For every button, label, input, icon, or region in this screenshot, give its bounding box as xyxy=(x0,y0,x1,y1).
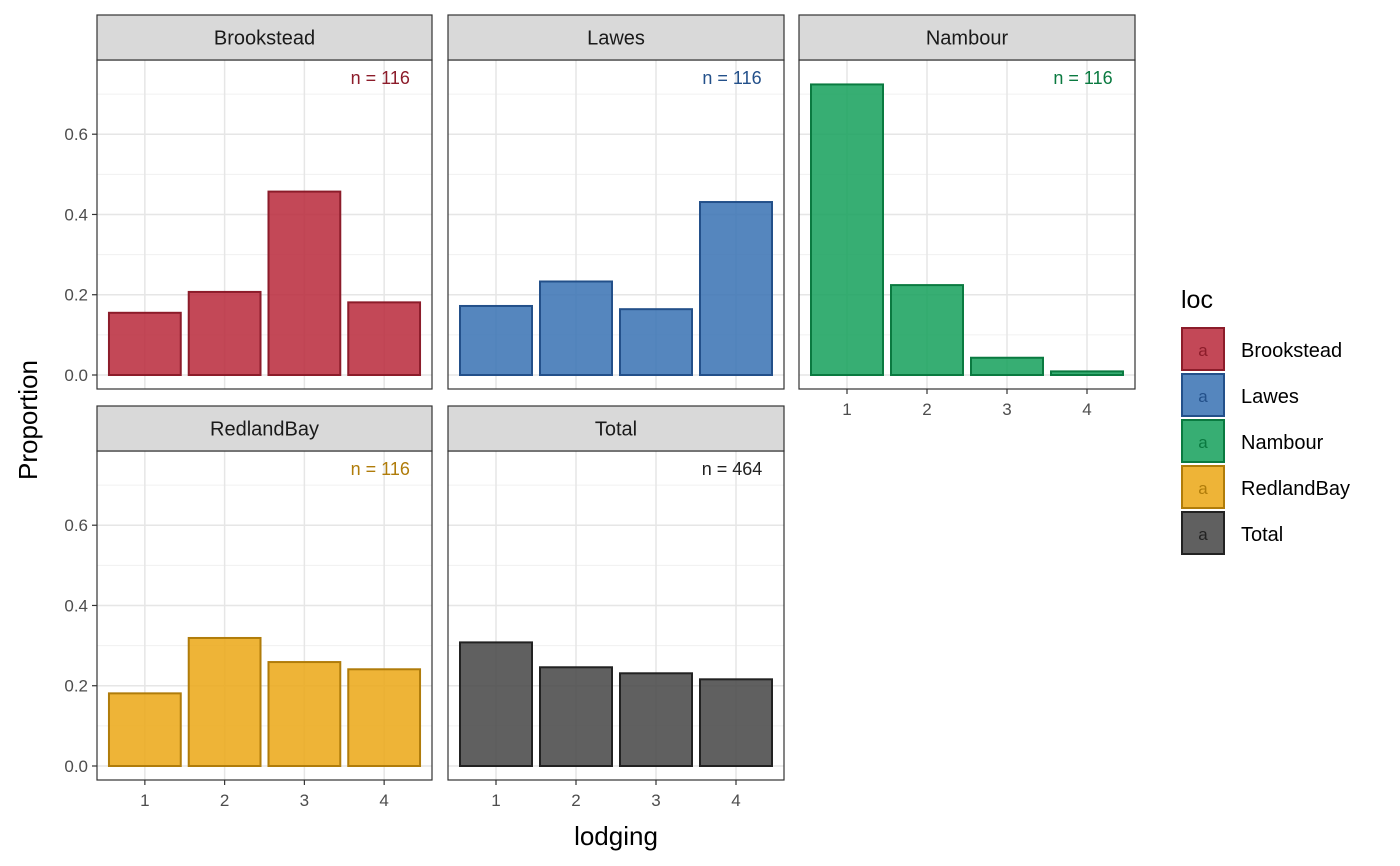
bar-lawes-2 xyxy=(539,280,613,376)
y-tick-label: 0.6 xyxy=(64,125,88,144)
bar-lawes-4 xyxy=(699,201,773,376)
n-label: n = 116 xyxy=(351,68,410,88)
y-tick-label: 0.0 xyxy=(64,366,88,385)
x-tick-label: 3 xyxy=(1002,400,1011,419)
legend-key xyxy=(1181,465,1225,509)
bar-brookstead-3 xyxy=(267,190,342,376)
legend-label: Lawes xyxy=(1241,386,1299,408)
legend-item-brookstead: a Brookstead xyxy=(1181,327,1342,371)
y-tick-label: 0.0 xyxy=(64,757,88,776)
bar-nambour-4 xyxy=(1050,370,1124,377)
strip xyxy=(798,14,1136,61)
x-tick-label: 3 xyxy=(651,791,660,810)
legend-key xyxy=(1181,327,1225,371)
axes-layer: 0.0 0.2 0.4 0.6 1 2 3 4 0.0 0.2 0.4 0.6 1 2 3 4 1 2 3 4 xyxy=(64,125,1091,810)
legend-key xyxy=(1181,419,1225,463)
n-label: n = 116 xyxy=(351,459,410,479)
strip-label: RedlandBay xyxy=(210,419,319,441)
strip-label: Nambour xyxy=(926,28,1009,50)
bar-brookstead-1 xyxy=(107,311,182,376)
bar-total-2 xyxy=(539,666,613,767)
facet-panel-total: n = 464 Total xyxy=(447,405,785,781)
bar-lawes-1 xyxy=(459,304,533,377)
bar-nambour-2 xyxy=(890,284,964,376)
x-tick-label: 2 xyxy=(220,791,229,810)
n-label: n = 464 xyxy=(702,459,763,479)
bar-total-3 xyxy=(619,672,693,767)
x-tick-label: 2 xyxy=(571,791,580,810)
x-tick-label: 4 xyxy=(731,791,740,810)
legend-item-total: a Total xyxy=(1181,511,1283,555)
x-tick-label: 1 xyxy=(491,791,500,810)
strip-label: Total xyxy=(595,419,637,441)
bar-total-4 xyxy=(699,678,773,768)
x-tick-label: 1 xyxy=(140,791,149,810)
strip xyxy=(447,405,785,452)
y-axis-title: Proportion xyxy=(13,360,43,480)
x-tick-label: 4 xyxy=(379,791,388,810)
legend-label: RedlandBay xyxy=(1241,478,1350,500)
bar-redlandbay-2 xyxy=(187,636,262,767)
legend-item-redlandbay: a RedlandBay xyxy=(1181,465,1350,509)
y-tick-label: 0.2 xyxy=(64,677,88,696)
strip-label: Lawes xyxy=(587,28,645,50)
x-tick-label: 1 xyxy=(842,400,851,419)
legend-key-glyph: a xyxy=(1198,479,1208,498)
strip xyxy=(96,405,433,452)
legend-label: Brookstead xyxy=(1241,340,1342,362)
legend-label: Total xyxy=(1241,524,1283,546)
legend: loc a Brookstead a Lawes a Nambour a RedlandBay… xyxy=(1181,286,1350,555)
bar-nambour-1 xyxy=(810,83,884,377)
n-label: n = 116 xyxy=(1053,68,1112,88)
x-tick-label: 3 xyxy=(300,791,309,810)
strip-label: Brookstead xyxy=(214,28,315,50)
y-tick-label: 0.4 xyxy=(64,205,88,224)
legend-label: Nambour xyxy=(1241,432,1324,454)
x-tick-label: 2 xyxy=(922,400,931,419)
bar-redlandbay-1 xyxy=(107,692,182,767)
facet-panel-lawes: n = 116 Lawes xyxy=(447,14,785,390)
bar-brookstead-4 xyxy=(347,301,422,377)
legend-title: loc xyxy=(1181,286,1213,314)
x-axis-title: lodging xyxy=(574,821,658,851)
legend-item-nambour: a Nambour xyxy=(1181,419,1324,463)
strip xyxy=(96,14,433,61)
y-tick-label: 0.6 xyxy=(64,516,88,535)
legend-key xyxy=(1181,373,1225,417)
legend-key-glyph: a xyxy=(1198,341,1208,360)
legend-key-glyph: a xyxy=(1198,433,1208,452)
bar-redlandbay-3 xyxy=(267,661,342,768)
legend-key-glyph: a xyxy=(1198,525,1208,544)
bar-nambour-3 xyxy=(970,356,1044,377)
bar-brookstead-2 xyxy=(187,290,262,377)
legend-key-glyph: a xyxy=(1198,387,1208,406)
strip xyxy=(447,14,785,61)
facet-panel-redlandbay: n = 116 RedlandBay xyxy=(96,405,433,781)
legend-item-lawes: a Lawes xyxy=(1181,373,1299,417)
facet-panel-brookstead: n = 116 Brookstead xyxy=(96,14,433,390)
legend-key xyxy=(1181,511,1225,555)
panels-layer: n = 116 Brookstead n = 116 Lawes n = 116 Namb… xyxy=(96,14,1136,781)
y-tick-label: 0.4 xyxy=(64,596,88,615)
bar-lawes-3 xyxy=(619,308,693,376)
y-tick-label: 0.2 xyxy=(64,286,88,305)
bar-total-1 xyxy=(459,641,533,768)
x-tick-label: 4 xyxy=(1082,400,1091,419)
n-label: n = 116 xyxy=(702,68,761,88)
bar-redlandbay-4 xyxy=(347,668,422,768)
facet-panel-nambour: n = 116 Nambour xyxy=(798,14,1136,390)
